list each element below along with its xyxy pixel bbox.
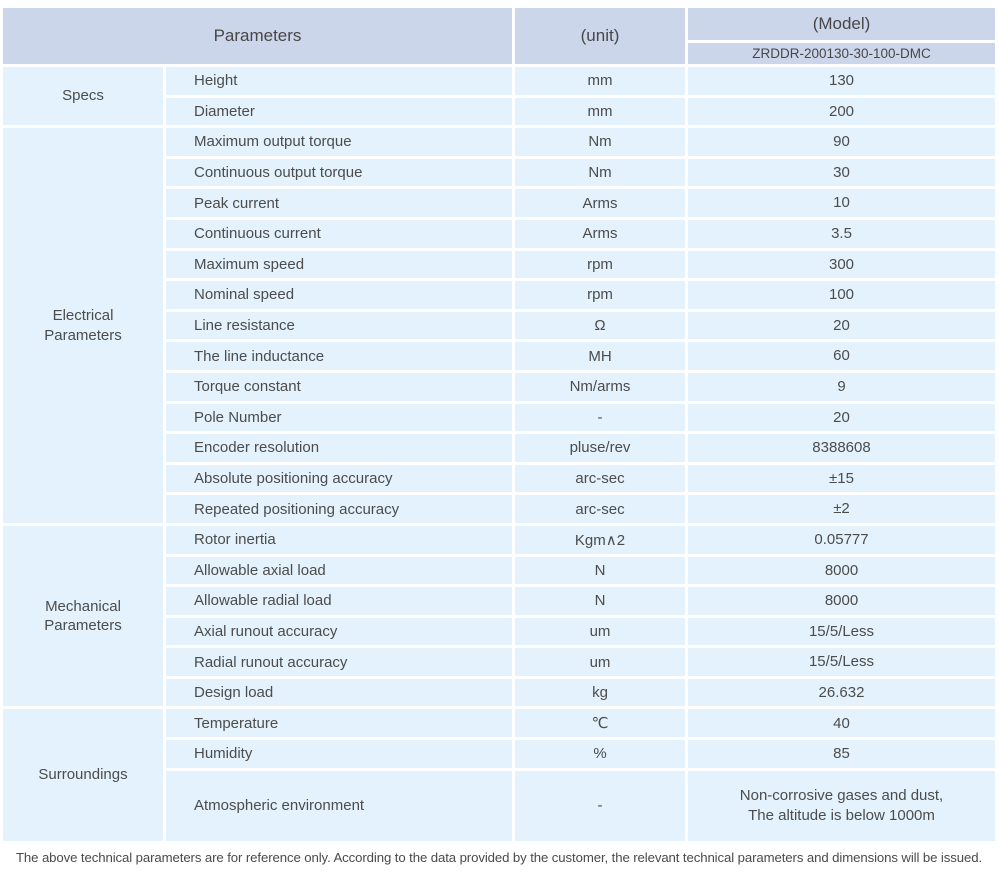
value-cell: 15/5/Less	[688, 617, 995, 646]
header-parameters: Parameters	[3, 8, 512, 64]
value-cell: 26.632	[688, 678, 995, 707]
header-model-code: ZRDDR-200130-30-100-DMC	[688, 43, 995, 64]
footer-note: The above technical parameters are for r…	[15, 849, 983, 865]
unit-cell: Nm	[515, 128, 685, 156]
unit-cell: pluse/rev	[515, 434, 685, 462]
param-name-cell: Line resistance	[166, 311, 512, 340]
value-cell: 8000	[688, 556, 995, 585]
value-cell: 30	[688, 158, 995, 187]
unit-cell: ℃	[515, 709, 685, 738]
value-cell: 8000	[688, 587, 995, 615]
category-cell: Electrical Parameters	[3, 128, 163, 523]
param-name-cell: Continuous output torque	[166, 158, 512, 187]
param-name-cell: Maximum output torque	[166, 128, 512, 156]
value-cell: ±2	[688, 495, 995, 523]
value-cell: 20	[688, 311, 995, 340]
value-cell: 8388608	[688, 434, 995, 462]
value-cell: 0.05777	[688, 525, 995, 554]
value-cell: ±15	[688, 464, 995, 493]
category-cell: Specs	[3, 67, 163, 126]
value-cell: 90	[688, 128, 995, 156]
param-name-cell: Torque constant	[166, 372, 512, 401]
unit-cell: Kgm∧2	[515, 525, 685, 554]
param-name-cell: Humidity	[166, 740, 512, 768]
param-name-cell: The line inductance	[166, 342, 512, 370]
param-name-cell: Pole Number	[166, 403, 512, 432]
value-cell: Non-corrosive gases and dust, The altitu…	[688, 770, 995, 841]
value-cell: 15/5/Less	[688, 648, 995, 676]
param-name-cell: Repeated positioning accuracy	[166, 495, 512, 523]
param-name-cell: Allowable axial load	[166, 556, 512, 585]
param-name-cell: Axial runout accuracy	[166, 617, 512, 646]
param-name-cell: Design load	[166, 678, 512, 707]
unit-cell: -	[515, 770, 685, 841]
unit-cell: N	[515, 556, 685, 585]
unit-cell: arc-sec	[515, 464, 685, 493]
param-name-cell: Nominal speed	[166, 281, 512, 309]
unit-cell: rpm	[515, 281, 685, 309]
unit-cell: Arms	[515, 189, 685, 217]
param-name-cell: Radial runout accuracy	[166, 648, 512, 676]
unit-cell: um	[515, 617, 685, 646]
value-cell: 300	[688, 250, 995, 279]
value-cell: 40	[688, 709, 995, 738]
value-cell: 20	[688, 403, 995, 432]
param-name-cell: Encoder resolution	[166, 434, 512, 462]
unit-cell: %	[515, 740, 685, 768]
header-model: (Model)	[688, 8, 995, 40]
value-cell: 9	[688, 372, 995, 401]
value-cell: 85	[688, 740, 995, 768]
unit-cell: Ω	[515, 311, 685, 340]
param-name-cell: Diameter	[166, 97, 512, 126]
category-cell: Surroundings	[3, 709, 163, 841]
unit-cell: Nm/arms	[515, 372, 685, 401]
value-cell: 100	[688, 281, 995, 309]
param-name-cell: Rotor inertia	[166, 525, 512, 554]
category-cell: Mechanical Parameters	[3, 525, 163, 707]
param-name-cell: Absolute positioning accuracy	[166, 464, 512, 493]
unit-cell: rpm	[515, 250, 685, 279]
unit-cell: N	[515, 587, 685, 615]
unit-cell: Arms	[515, 219, 685, 248]
param-name-cell: Atmospheric environment	[166, 770, 512, 841]
unit-cell: arc-sec	[515, 495, 685, 523]
value-cell: 60	[688, 342, 995, 370]
param-name-cell: Temperature	[166, 709, 512, 738]
param-name-cell: Peak current	[166, 189, 512, 217]
value-cell: 3.5	[688, 219, 995, 248]
header-unit: (unit)	[515, 8, 685, 64]
value-cell: 200	[688, 97, 995, 126]
unit-cell: um	[515, 648, 685, 676]
value-cell: 10	[688, 189, 995, 217]
param-name-cell: Allowable radial load	[166, 587, 512, 615]
spec-table-body: Specs Height mm 130 Diameter mm 200 Electrical …	[3, 67, 995, 841]
unit-cell: Nm	[515, 158, 685, 187]
unit-cell: mm	[515, 67, 685, 95]
unit-cell: -	[515, 403, 685, 432]
unit-cell: MH	[515, 342, 685, 370]
spec-table-header: Parameters (unit) (Model) ZRDDR-200130-3…	[3, 8, 995, 64]
param-name-cell: Continuous current	[166, 219, 512, 248]
unit-cell: kg	[515, 678, 685, 707]
param-name-cell: Height	[166, 67, 512, 95]
unit-cell: mm	[515, 97, 685, 126]
param-name-cell: Maximum speed	[166, 250, 512, 279]
value-cell: 130	[688, 67, 995, 95]
